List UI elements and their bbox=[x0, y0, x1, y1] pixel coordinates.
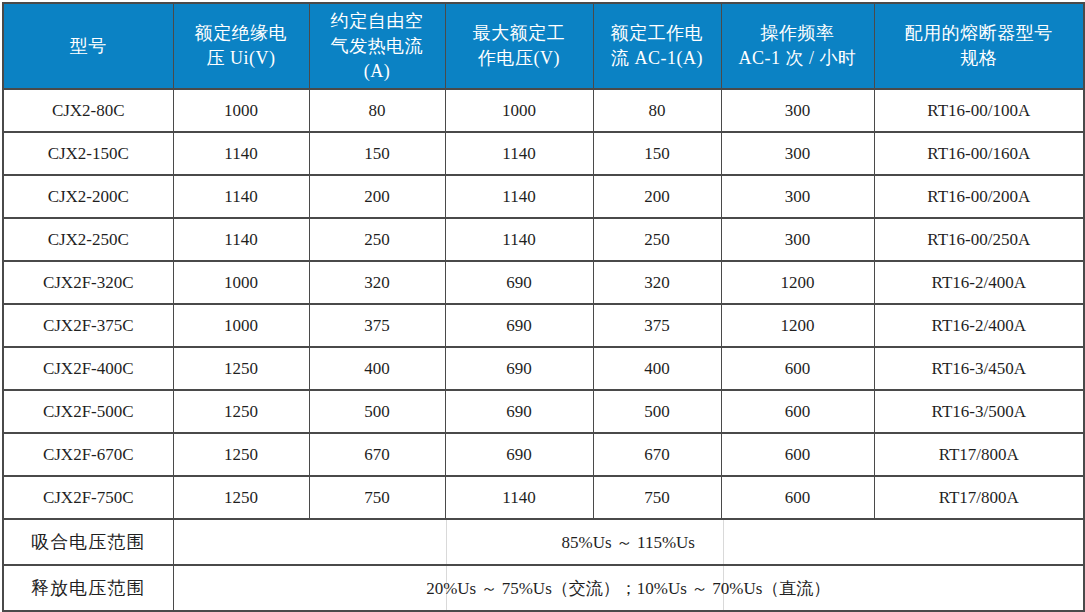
table-cell: 250 bbox=[593, 218, 721, 261]
column-header-insulation-voltage: 额定绝缘电 压 Ui(V) bbox=[173, 3, 309, 89]
table-cell: 150 bbox=[309, 132, 445, 175]
model-cell: CJX2F-320C bbox=[3, 261, 173, 304]
fuse-cell: RT17/800A bbox=[874, 433, 1084, 476]
table-cell: 250 bbox=[309, 218, 445, 261]
row-label-release-voltage: 释放电压范围 bbox=[3, 565, 173, 611]
table-cell: 670 bbox=[309, 433, 445, 476]
table-cell: 690 bbox=[445, 347, 593, 390]
table-row: CJX2F-670C 1250 670 690 670 600 RT17/800… bbox=[3, 433, 1084, 476]
table-row: CJX2-150C 1140 150 1140 150 300 RT16-00/… bbox=[3, 132, 1084, 175]
pickup-voltage-value: 85%Us ～ 115%Us bbox=[173, 519, 1084, 565]
fuse-cell: RT16-00/250A bbox=[874, 218, 1084, 261]
fuse-cell: RT16-00/100A bbox=[874, 89, 1084, 132]
table-cell: 1140 bbox=[173, 218, 309, 261]
table-row: CJX2F-750C 1250 750 1140 750 600 RT17/80… bbox=[3, 476, 1084, 519]
fuse-cell: RT16-2/400A bbox=[874, 261, 1084, 304]
model-cell: CJX2F-750C bbox=[3, 476, 173, 519]
table-row: CJX2F-375C 1000 375 690 375 1200 RT16-2/… bbox=[3, 304, 1084, 347]
table-cell: 300 bbox=[721, 218, 874, 261]
fuse-cell: RT16-3/500A bbox=[874, 390, 1084, 433]
table-cell: 690 bbox=[445, 433, 593, 476]
table-cell: 1250 bbox=[173, 433, 309, 476]
fuse-cell: RT16-3/450A bbox=[874, 347, 1084, 390]
model-cell: CJX2-150C bbox=[3, 132, 173, 175]
table-cell: 1000 bbox=[445, 89, 593, 132]
model-cell: CJX2F-375C bbox=[3, 304, 173, 347]
model-cell: CJX2-250C bbox=[3, 218, 173, 261]
table-cell: 80 bbox=[309, 89, 445, 132]
table-cell: 320 bbox=[593, 261, 721, 304]
table-cell: 750 bbox=[309, 476, 445, 519]
table-row: CJX2F-500C 1250 500 690 500 600 RT16-3/5… bbox=[3, 390, 1084, 433]
table-row: CJX2-80C 1000 80 1000 80 300 RT16-00/100… bbox=[3, 89, 1084, 132]
pickup-voltage-row: 吸合电压范围 85%Us ～ 115%Us bbox=[3, 519, 1084, 565]
release-voltage-row: 释放电压范围 20%Us ～ 75%Us（交流）；10%Us ～ 70%Us（直… bbox=[3, 565, 1084, 611]
model-cell: CJX2-80C bbox=[3, 89, 173, 132]
table-cell: 500 bbox=[309, 390, 445, 433]
table-row: CJX2F-400C 1250 400 690 400 600 RT16-3/4… bbox=[3, 347, 1084, 390]
table-cell: 1140 bbox=[445, 218, 593, 261]
table-cell: 690 bbox=[445, 261, 593, 304]
contactor-spec-table: 型号 额定绝缘电 压 Ui(V) 约定自由空 气发热电流 (A) 最大额定工 作… bbox=[2, 2, 1085, 612]
table-row: CJX2-200C 1140 200 1140 200 300 RT16-00/… bbox=[3, 175, 1084, 218]
column-header-max-working-voltage: 最大额定工 作电压(V) bbox=[445, 3, 593, 89]
table-cell: 600 bbox=[721, 347, 874, 390]
table-cell: 1250 bbox=[173, 390, 309, 433]
table-cell: 150 bbox=[593, 132, 721, 175]
table-cell: 1000 bbox=[173, 89, 309, 132]
table-cell: 750 bbox=[593, 476, 721, 519]
row-label-pickup-voltage: 吸合电压范围 bbox=[3, 519, 173, 565]
table-row: CJX2-250C 1140 250 1140 250 300 RT16-00/… bbox=[3, 218, 1084, 261]
table-cell: 1140 bbox=[173, 175, 309, 218]
table-cell: 1000 bbox=[173, 261, 309, 304]
release-voltage-value: 20%Us ～ 75%Us（交流）；10%Us ～ 70%Us（直流） bbox=[173, 565, 1084, 611]
table-cell: 500 bbox=[593, 390, 721, 433]
model-cell: CJX2F-670C bbox=[3, 433, 173, 476]
fuse-cell: RT16-2/400A bbox=[874, 304, 1084, 347]
table-cell: 375 bbox=[593, 304, 721, 347]
table-cell: 600 bbox=[721, 390, 874, 433]
table-cell: 690 bbox=[445, 304, 593, 347]
table-cell: 400 bbox=[309, 347, 445, 390]
table-cell: 1200 bbox=[721, 304, 874, 347]
table-cell: 300 bbox=[721, 132, 874, 175]
fuse-cell: RT16-00/160A bbox=[874, 132, 1084, 175]
table-cell: 1140 bbox=[445, 476, 593, 519]
table-header: 型号 额定绝缘电 压 Ui(V) 约定自由空 气发热电流 (A) 最大额定工 作… bbox=[3, 3, 1084, 89]
column-header-working-current: 额定工作电 流 AC-1(A) bbox=[593, 3, 721, 89]
table-cell: 1140 bbox=[445, 132, 593, 175]
table-cell: 300 bbox=[721, 89, 874, 132]
table-cell: 1140 bbox=[445, 175, 593, 218]
fuse-cell: RT16-00/200A bbox=[874, 175, 1084, 218]
fuse-cell: RT17/800A bbox=[874, 476, 1084, 519]
table-cell: 600 bbox=[721, 476, 874, 519]
model-cell: CJX2-200C bbox=[3, 175, 173, 218]
table-cell: 1250 bbox=[173, 476, 309, 519]
model-cell: CJX2F-500C bbox=[3, 390, 173, 433]
table-cell: 320 bbox=[309, 261, 445, 304]
table-cell: 200 bbox=[593, 175, 721, 218]
model-cell: CJX2F-400C bbox=[3, 347, 173, 390]
table-cell: 375 bbox=[309, 304, 445, 347]
table-cell: 80 bbox=[593, 89, 721, 132]
column-header-operating-frequency: 操作频率 AC-1 次 / 小时 bbox=[721, 3, 874, 89]
table-body: CJX2-80C 1000 80 1000 80 300 RT16-00/100… bbox=[3, 89, 1084, 611]
column-header-model: 型号 bbox=[3, 3, 173, 89]
table-cell: 1250 bbox=[173, 347, 309, 390]
table-cell: 200 bbox=[309, 175, 445, 218]
table-row: CJX2F-320C 1000 320 690 320 1200 RT16-2/… bbox=[3, 261, 1084, 304]
header-row: 型号 额定绝缘电 压 Ui(V) 约定自由空 气发热电流 (A) 最大额定工 作… bbox=[3, 3, 1084, 89]
table-cell: 300 bbox=[721, 175, 874, 218]
table-cell: 690 bbox=[445, 390, 593, 433]
table-cell: 400 bbox=[593, 347, 721, 390]
table-cell: 600 bbox=[721, 433, 874, 476]
table-cell: 1000 bbox=[173, 304, 309, 347]
table-cell: 670 bbox=[593, 433, 721, 476]
table-cell: 1140 bbox=[173, 132, 309, 175]
column-header-thermal-current: 约定自由空 气发热电流 (A) bbox=[309, 3, 445, 89]
table-cell: 1200 bbox=[721, 261, 874, 304]
column-header-fuse-spec: 配用的熔断器型号 规格 bbox=[874, 3, 1084, 89]
